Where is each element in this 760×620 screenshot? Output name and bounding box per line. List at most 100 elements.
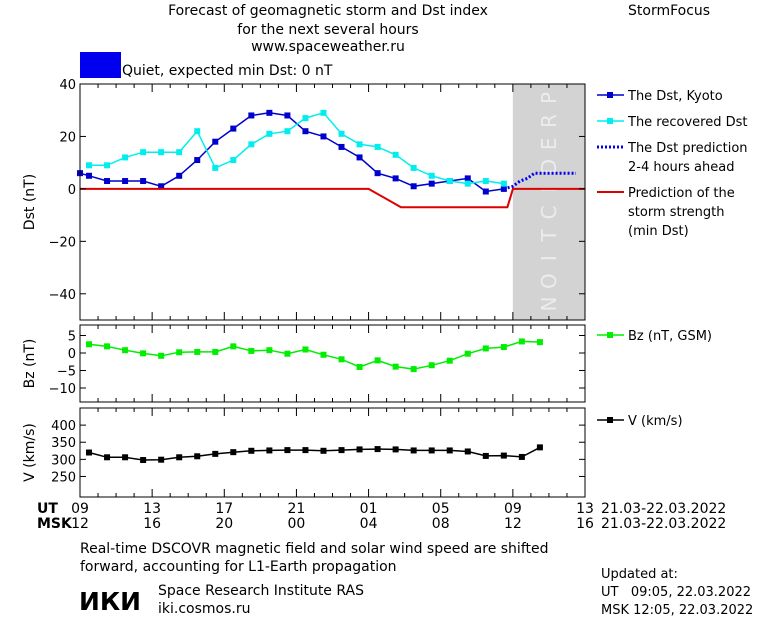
- prediction-letter: P: [537, 92, 561, 104]
- series-line: [88, 340, 540, 370]
- bz-point: [266, 347, 273, 354]
- footer-note-line-2: forward, accounting for L1-Earth propaga…: [80, 559, 397, 575]
- ut-tick-label: 01: [360, 501, 378, 517]
- y-tick-label: 40: [59, 78, 76, 93]
- prediction-letter: R: [537, 114, 561, 128]
- legend-dst-kyoto-label: The Dst, Kyoto: [627, 89, 723, 104]
- prediction-letter: T: [537, 228, 561, 242]
- y-tick-label: 0: [68, 347, 76, 362]
- prediction-letter: I: [537, 255, 561, 261]
- iki-logo: ИКИ: [79, 587, 141, 614]
- dst-recovered-point: [230, 157, 237, 164]
- bz-point: [428, 362, 435, 369]
- dst-kyoto-point: [284, 112, 291, 119]
- bz-point: [122, 347, 129, 354]
- dst-kyoto-point: [392, 175, 399, 182]
- v-point: [536, 444, 543, 451]
- bz-point: [464, 350, 471, 357]
- dst-recovered-point: [104, 162, 111, 169]
- dst-recovered-point: [338, 130, 345, 137]
- bz-point: [338, 356, 345, 363]
- bz-point: [302, 346, 309, 353]
- series-line: [88, 446, 541, 461]
- prediction-letter: O: [537, 273, 561, 289]
- v-point: [356, 446, 363, 453]
- v-point: [392, 446, 399, 453]
- v-point: [320, 447, 327, 454]
- dst-recovered-point: [122, 154, 129, 161]
- bz-point: [536, 339, 543, 346]
- msk-label: MSK: [37, 516, 73, 532]
- legend-dst-recovered-label: The recovered Dst: [627, 115, 747, 130]
- legend-bz-label: Bz (nT, GSM): [628, 329, 712, 344]
- legend-dst-prediction-label: 2-4 hours ahead: [628, 160, 734, 175]
- msk-tick-label: 04: [360, 516, 378, 532]
- dst-kyoto-point: [320, 133, 327, 140]
- legend-dst-kyoto-marker: [607, 92, 613, 98]
- prediction-letter: C: [537, 205, 561, 219]
- dst-recovered-point: [320, 109, 327, 116]
- dst-recovered-point: [86, 162, 93, 169]
- dst-kyoto-point: [86, 172, 93, 179]
- bz-point: [284, 350, 291, 357]
- v-point: [284, 447, 291, 454]
- v-point: [446, 447, 453, 454]
- msk-tick-label: 12: [71, 516, 89, 532]
- institute-website[interactable]: iki.cosmos.ru: [158, 601, 251, 617]
- dst-recovered-point: [464, 180, 471, 187]
- dst-kyoto-point: [158, 183, 165, 190]
- v-point: [104, 454, 111, 461]
- msk-tick-label: 16: [576, 516, 594, 532]
- title-line-2: for the next several hours: [237, 22, 419, 38]
- v-point: [266, 447, 273, 454]
- dst-kyoto-point: [248, 112, 255, 119]
- bz-point: [446, 357, 453, 364]
- dst-kyoto-point: [212, 138, 219, 145]
- dst-kyoto-point: [122, 178, 129, 185]
- v-point: [518, 453, 525, 460]
- dst-recovered-point: [302, 115, 309, 122]
- dst-recovered-point: [356, 141, 363, 148]
- ut-tick-label: 13: [576, 501, 594, 517]
- dst-recovered-point: [374, 143, 381, 150]
- y-tick-label: 0: [68, 183, 76, 198]
- dst-kyoto-point: [410, 183, 417, 190]
- dst-recovered-point: [266, 130, 273, 137]
- v-point: [158, 456, 165, 463]
- legend-dst-recovered-marker: [607, 118, 613, 124]
- legend-v-marker: [607, 417, 613, 423]
- status-text: Quiet, expected min Dst: 0 nT: [122, 63, 333, 79]
- v-point: [302, 447, 309, 454]
- y-tick-label: 5: [68, 330, 76, 345]
- legend-dst-prediction-label: The Dst prediction: [627, 141, 748, 156]
- status-color-swatch: [80, 52, 121, 78]
- dst-recovered-point: [446, 178, 453, 185]
- y-tick-label: −10: [49, 382, 76, 397]
- v-point: [140, 457, 147, 464]
- title-line-3: www.spaceweather.ru: [251, 39, 405, 55]
- bz-point: [374, 357, 381, 364]
- dst-recovered-point: [410, 164, 417, 171]
- dst-recovered-point: [194, 128, 201, 135]
- prediction-letter: N: [537, 297, 561, 312]
- ut-tick-label: 05: [432, 501, 450, 517]
- y-tick-label: 400: [51, 419, 76, 434]
- msk-tick-label: 12: [504, 516, 522, 532]
- dst-kyoto-point: [176, 172, 183, 179]
- v-point: [482, 452, 489, 459]
- v-point: [338, 447, 345, 454]
- bz-point: [86, 341, 93, 348]
- dst-recovered-point: [176, 149, 183, 156]
- bz-point: [158, 352, 165, 359]
- bz-point: [140, 350, 147, 357]
- dst-kyoto-point: [302, 128, 309, 135]
- bz-point: [176, 349, 183, 356]
- ut-date-range: 21.03-22.03.2022: [601, 501, 726, 517]
- dst-kyoto-point: [104, 178, 111, 185]
- v-point: [410, 447, 417, 454]
- dst-recovered-point: [212, 164, 219, 171]
- ut-tick-label: 17: [215, 501, 233, 517]
- ut-label: UT: [37, 501, 58, 517]
